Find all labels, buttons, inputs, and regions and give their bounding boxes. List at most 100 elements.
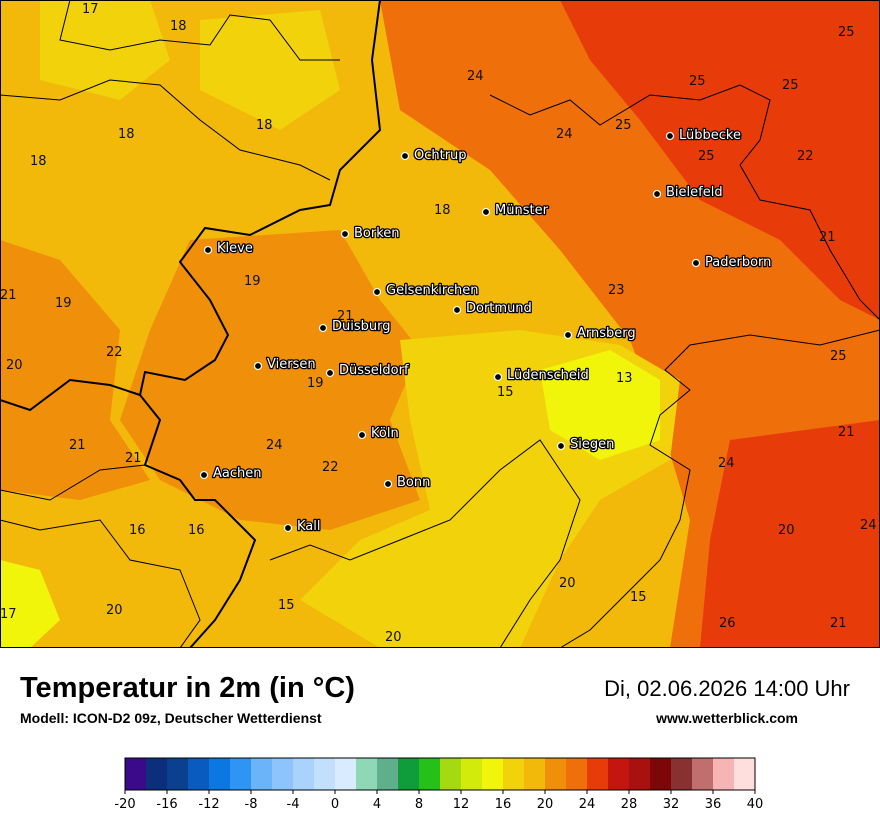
temp-label: 20 [559, 576, 576, 591]
city-muenster[interactable]: Münster [481, 202, 550, 219]
model-info: Modell: ICON-D2 09z, Deutscher Wetterdie… [20, 710, 322, 726]
temp-label: 24 [467, 69, 484, 84]
legend-tick-label: 40 [747, 797, 764, 812]
temp-label: 25 [830, 349, 847, 364]
legend-tick-label: 4 [373, 797, 381, 812]
forecast-datetime: Di, 02.06.2026 14:00 Uhr [604, 676, 850, 701]
legend-swatch [566, 758, 588, 790]
legend-swatch [335, 758, 357, 790]
city-duisburg[interactable]: Duisburg [318, 318, 392, 335]
city-aachen[interactable]: Aachen [199, 465, 263, 482]
legend-swatch [587, 758, 609, 790]
legend-swatch [692, 758, 714, 790]
city-paderborn[interactable]: Paderborn [691, 254, 773, 271]
city-gelsenkirchen[interactable]: Gelsenkirchen [372, 282, 480, 299]
legend-tick-label: -16 [156, 797, 177, 812]
city-label: Borken [354, 226, 400, 241]
temp-label: 20 [778, 523, 795, 538]
legend-swatch [251, 758, 273, 790]
legend-frame [124, 757, 756, 791]
city-label: Siegen [570, 437, 614, 452]
temp-label: 17 [0, 607, 17, 622]
legend-swatch [209, 758, 231, 790]
legend-tick-label: 24 [579, 797, 596, 812]
legend-swatch [188, 758, 210, 790]
city-luedenscheid[interactable]: Lüdenscheid [493, 367, 590, 384]
temp-label: 19 [307, 376, 324, 391]
city-kall[interactable]: Kall [283, 518, 322, 535]
temp-field-east-hot [560, 0, 880, 320]
city-dot [199, 470, 209, 480]
city-kleve[interactable]: Kleve [203, 240, 254, 257]
city-dot [357, 430, 367, 440]
city-siegen[interactable]: Siegen [556, 436, 616, 453]
legend-swatch [524, 758, 546, 790]
city-label: Paderborn [705, 255, 771, 270]
city-label: Lübbecke [679, 128, 741, 143]
city-dot [652, 189, 662, 199]
temp-label: 26 [719, 616, 736, 631]
temp-label: 22 [106, 345, 123, 360]
city-label: Münster [495, 203, 549, 218]
city-dot [318, 323, 328, 333]
city-viersen[interactable]: Viersen [253, 356, 317, 373]
city-arnsberg[interactable]: Arnsberg [563, 325, 637, 342]
temp-label: 15 [630, 590, 647, 605]
temp-label: 24 [556, 127, 573, 142]
temp-label: 15 [278, 598, 295, 613]
city-borken[interactable]: Borken [340, 225, 401, 242]
legend-swatch [608, 758, 630, 790]
legend-swatch [125, 758, 147, 790]
legend-swatch [419, 758, 441, 790]
district-border-north [59, 0, 340, 61]
legend-tick-label: -8 [245, 797, 258, 812]
city-label: Ochtrup [414, 148, 467, 163]
legend-tick-label: 12 [453, 797, 470, 812]
color-legend: -20 -16 -12 -8 -4 0 4 8 12 16 20 24 28 32 36 40 [114, 757, 764, 812]
city-ochtrup[interactable]: Ochtrup [400, 147, 468, 164]
temp-label: 23 [608, 283, 625, 298]
temp-label: 22 [797, 149, 814, 164]
city-luebbecke[interactable]: Lübbecke [665, 127, 742, 144]
legend-swatch [671, 758, 693, 790]
temp-label: 18 [434, 203, 451, 218]
legend-swatch [167, 758, 189, 790]
temp-field-north-pale [40, 0, 170, 100]
website-link[interactable]: www.wetterblick.com [656, 710, 798, 726]
legend-tick-label: 32 [663, 797, 680, 812]
temp-label: 25 [782, 78, 799, 93]
city-koeln[interactable]: Köln [357, 425, 400, 442]
city-dot [481, 207, 491, 217]
city-label: Duisburg [332, 319, 391, 334]
temp-label: 21 [69, 438, 86, 453]
city-dot [691, 258, 701, 268]
legend-swatch [293, 758, 315, 790]
temp-label: 25 [698, 149, 715, 164]
city-label: Düsseldorf [339, 363, 409, 378]
city-dortmund[interactable]: Dortmund [452, 300, 533, 317]
legend-swatch [629, 758, 651, 790]
legend-swatch [377, 758, 399, 790]
temp-field-west-warm [0, 240, 150, 500]
temp-label: 24 [860, 518, 877, 533]
temp-label: 25 [615, 118, 632, 133]
city-bonn[interactable]: Bonn [383, 474, 432, 491]
city-bielefeld[interactable]: Bielefeld [652, 184, 724, 201]
city-label: Aachen [213, 466, 261, 481]
temp-field-north-center-pale [200, 10, 340, 130]
city-duesseldorf[interactable]: Düsseldorf [325, 362, 410, 379]
city-label: Kleve [217, 241, 253, 256]
city-dot [340, 229, 350, 239]
temp-label: 17 [82, 2, 99, 17]
national-border [138, 0, 382, 648]
city-label: Lüdenscheid [507, 368, 589, 383]
temp-label: 16 [129, 523, 146, 538]
temp-field-southeast-hot [700, 420, 880, 648]
temp-label: 20 [106, 603, 123, 618]
legend-swatch [398, 758, 420, 790]
legend-swatch [461, 758, 483, 790]
temp-label: 22 [322, 460, 339, 475]
temp-field-sauerland-coldest [540, 350, 660, 460]
legend-tick-label: -20 [114, 797, 135, 812]
city-label: Bielefeld [666, 185, 723, 200]
